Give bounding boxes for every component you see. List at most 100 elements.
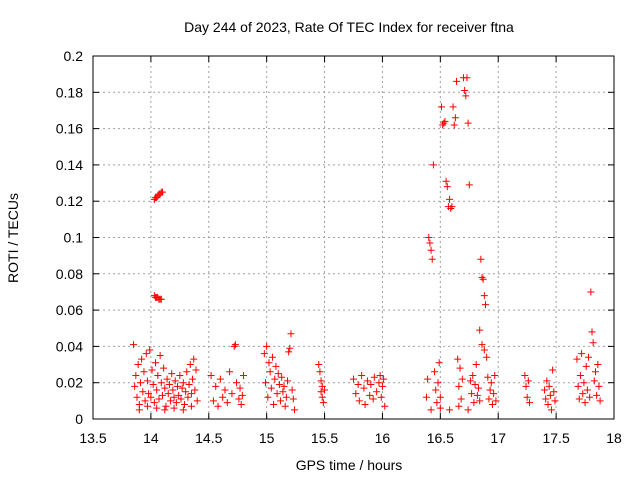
data-point [180, 400, 188, 408]
y-tick-label: 0.04 [56, 338, 83, 354]
data-point [207, 371, 215, 379]
data-point [132, 371, 140, 379]
data-point [158, 188, 166, 196]
data-point [147, 393, 155, 401]
data-point [427, 406, 435, 414]
data-point [463, 74, 471, 82]
data-point [216, 375, 224, 383]
data-point [381, 402, 389, 410]
data-point [472, 361, 480, 369]
data-point [193, 397, 201, 405]
data-point [541, 386, 549, 394]
data-point [263, 342, 271, 350]
data-point [153, 194, 161, 202]
data-point [485, 395, 493, 403]
data-point [465, 181, 473, 189]
data-point [455, 382, 463, 390]
data-point [135, 406, 143, 414]
data-point [544, 400, 552, 408]
data-point [590, 377, 598, 385]
data-point [358, 371, 366, 379]
data-point [286, 344, 294, 352]
data-point [586, 393, 594, 401]
data-point [470, 399, 478, 407]
data-point [461, 86, 469, 94]
data-point [426, 239, 434, 247]
data-point [582, 362, 590, 370]
data-point [543, 377, 551, 385]
data-point [446, 195, 454, 203]
data-point [367, 381, 375, 389]
data-point [575, 395, 583, 403]
data-point [145, 390, 153, 398]
data-point [284, 377, 292, 385]
data-point [139, 388, 147, 396]
data-point [523, 393, 531, 401]
data-point [136, 379, 144, 387]
data-point [441, 117, 449, 125]
data-point [377, 393, 385, 401]
data-point [266, 368, 274, 376]
data-point [172, 399, 180, 407]
data-point [278, 373, 286, 381]
data-point [160, 364, 168, 372]
data-point [551, 397, 559, 405]
data-point [274, 370, 282, 378]
data-point [237, 400, 245, 408]
data-point [287, 330, 295, 338]
data-point [574, 382, 582, 390]
data-point [428, 255, 436, 263]
data-point [240, 371, 248, 379]
data-point [522, 382, 530, 390]
data-point [488, 400, 496, 408]
data-point [290, 406, 298, 414]
data-point [435, 359, 443, 367]
data-point [448, 203, 456, 211]
data-point [228, 390, 236, 398]
data-point [265, 359, 273, 367]
data-point [490, 390, 498, 398]
data-point [275, 381, 283, 389]
data-point [585, 353, 593, 361]
data-point [487, 379, 495, 387]
data-point [475, 384, 483, 392]
data-point [264, 393, 272, 401]
data-point [542, 395, 550, 403]
data-point [209, 397, 217, 405]
data-point [363, 377, 371, 385]
x-tick-label: 16 [375, 430, 391, 446]
data-point [231, 341, 239, 349]
data-point [155, 395, 163, 403]
data-point [350, 375, 357, 383]
x-tick-label: 13.5 [79, 430, 106, 446]
data-point [190, 355, 198, 363]
data-point [352, 390, 360, 398]
data-point [164, 390, 172, 398]
data-point [146, 346, 154, 354]
data-point [595, 382, 603, 390]
data-point [440, 119, 448, 127]
data-point [550, 388, 558, 396]
data-point [179, 406, 187, 414]
data-point [317, 377, 325, 385]
data-point [447, 204, 455, 212]
data-point [454, 355, 462, 363]
data-point [439, 121, 447, 129]
data-point [594, 361, 602, 369]
data-point [170, 393, 178, 401]
data-point [270, 400, 278, 408]
data-point [479, 275, 487, 283]
data-point [464, 119, 472, 127]
data-point [277, 397, 285, 405]
x-tick-label: 17.5 [542, 430, 569, 446]
data-point [375, 379, 383, 387]
data-point [578, 350, 586, 358]
data-point [483, 353, 491, 361]
data-point [162, 402, 170, 410]
data-point [157, 379, 165, 387]
data-point [431, 368, 439, 376]
data-point [288, 386, 296, 394]
data-point [134, 361, 142, 369]
